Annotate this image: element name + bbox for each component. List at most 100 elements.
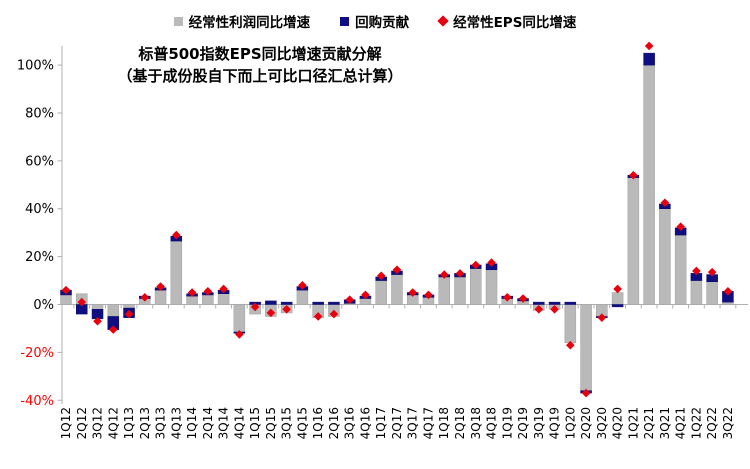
x-category-label: 1Q13 — [122, 407, 136, 439]
x-category-label: 3Q14 — [217, 407, 231, 439]
x-category-label: 2Q12 — [75, 407, 89, 439]
eps-marker-1Q15 — [250, 302, 260, 312]
x-category-label: 3Q22 — [721, 407, 735, 439]
x-category-label: 4Q21 — [674, 407, 688, 439]
profit-bar-2Q22 — [706, 281, 718, 305]
chart-legend: 经常性利润同比增速 回购贡献 经常性EPS同比增速 — [0, 10, 750, 32]
profit-bar-1Q13 — [123, 304, 135, 309]
profit-bar-3Q12 — [91, 304, 104, 310]
eps-marker-2Q17 — [392, 265, 402, 275]
profit-bar-2Q18 — [454, 276, 466, 305]
x-category-label: 3Q18 — [469, 407, 483, 439]
y-tick-label: 80% — [25, 106, 54, 121]
x-category-label: 4Q15 — [295, 407, 309, 439]
eps-marker-1Q13 — [124, 309, 134, 319]
eps-marker-1Q16 — [313, 312, 323, 321]
x-category-label: 2Q15 — [264, 407, 278, 439]
x-category-label: 4Q13 — [169, 407, 183, 439]
y-tick-label: 40% — [25, 202, 54, 217]
eps-marker-1Q22 — [692, 266, 701, 276]
profit-bar-3Q18 — [470, 268, 482, 305]
eps-marker-1Q14 — [187, 288, 197, 297]
eps-marker-2Q14 — [203, 287, 213, 296]
buyback-bar-1Q20 — [564, 301, 577, 305]
eps-marker-3Q12 — [93, 316, 102, 326]
y-tick-label: 60% — [25, 154, 54, 169]
eps-marker-4Q18 — [487, 258, 496, 267]
chart-title-line2: （基于成份股自下而上可比口径汇总计算） — [117, 66, 403, 85]
x-category-label: 2Q18 — [453, 407, 467, 439]
x-category-label: 2Q21 — [642, 407, 656, 439]
profit-bar-3Q13 — [154, 289, 167, 305]
eps-marker-2Q22 — [707, 267, 717, 277]
eps-marker-2Q13 — [140, 293, 150, 302]
eps-marker-1Q21 — [629, 170, 638, 180]
x-category-label: 1Q20 — [563, 407, 577, 439]
eps-marker-2Q15 — [266, 308, 276, 318]
legend-item-buyback: 回购贡献 — [340, 11, 409, 31]
profit-bar-3Q14 — [217, 293, 230, 305]
x-category-label: 2Q20 — [579, 407, 593, 439]
x-category-label: 3Q19 — [532, 407, 546, 439]
profit-bar-3Q21 — [659, 208, 671, 305]
y-tick-label: -20% — [20, 346, 54, 361]
legend-label-profit-growth: 经常性利润同比增速 — [188, 15, 311, 31]
x-category-label: 3Q13 — [154, 407, 168, 439]
eps-marker-4Q12 — [108, 325, 118, 334]
buyback-bar-1Q16 — [312, 301, 324, 305]
profit-bar-2Q20 — [580, 304, 592, 391]
x-category-label: 1Q17 — [374, 407, 388, 439]
y-tick-label: -40% — [20, 394, 54, 409]
eps-marker-4Q14 — [235, 330, 244, 339]
eps-marker-1Q19 — [502, 293, 512, 302]
x-category-label: 1Q12 — [59, 407, 73, 439]
legend-label-buyback: 回购贡献 — [355, 15, 410, 31]
profit-bar-1Q22 — [690, 280, 703, 305]
profit-bar-2Q14 — [202, 294, 214, 305]
eps-marker-3Q22 — [723, 287, 733, 296]
eps-marker-3Q15 — [282, 304, 291, 314]
profit-bar-1Q14 — [186, 295, 198, 305]
eps-marker-4Q16 — [361, 290, 370, 300]
profit-bar-4Q13 — [170, 240, 183, 305]
profit-bar-2Q17 — [391, 274, 403, 305]
buyback-bar-4Q19 — [548, 301, 561, 305]
x-category-label: 4Q17 — [421, 407, 435, 439]
buyback-bar-2Q21 — [643, 52, 655, 66]
eps-marker-4Q17 — [424, 290, 433, 300]
profit-bar-1Q12 — [60, 294, 72, 305]
eps-marker-4Q19 — [550, 304, 559, 314]
buyback-bar-4Q20 — [611, 304, 624, 308]
profit-bar-2Q21 — [643, 64, 655, 305]
eps-marker-3Q16 — [345, 295, 354, 305]
x-category-label: 1Q21 — [626, 407, 640, 439]
x-category-label: 1Q19 — [500, 407, 514, 439]
eps-marker-1Q18 — [439, 270, 449, 279]
buyback-bar-2Q16 — [328, 301, 340, 305]
profit-bar-4Q12 — [107, 304, 120, 317]
x-category-label: 1Q15 — [248, 407, 262, 439]
x-category-label: 2Q14 — [201, 407, 215, 439]
x-category-label: 3Q17 — [406, 407, 420, 439]
eps-marker-2Q19 — [518, 294, 528, 303]
eps-marker-3Q21 — [660, 198, 670, 208]
profit-bar-1Q18 — [438, 276, 450, 305]
profit-bar-4Q15 — [296, 289, 309, 305]
profit-bar-4Q14 — [233, 304, 246, 333]
legend-item-eps-growth: 经常性EPS同比增速 — [437, 11, 576, 31]
profit-bar-4Q21 — [674, 234, 687, 305]
navy-square-icon — [340, 16, 350, 26]
eps-marker-1Q12 — [61, 285, 71, 295]
buyback-bar-3Q15 — [280, 301, 293, 305]
x-category-label: 4Q19 — [548, 407, 562, 439]
eps-marker-3Q14 — [219, 284, 228, 294]
profit-bar-4Q16 — [359, 298, 372, 305]
eps-marker-2Q21 — [644, 41, 654, 51]
eps-marker-3Q18 — [471, 260, 481, 270]
eps-marker-3Q19 — [534, 304, 544, 314]
x-category-label: 4Q20 — [611, 407, 625, 439]
profit-bar-3Q22 — [722, 301, 734, 305]
x-category-label: 1Q18 — [437, 407, 451, 439]
x-category-label: 4Q16 — [358, 407, 372, 439]
x-category-label: 2Q22 — [705, 407, 719, 439]
